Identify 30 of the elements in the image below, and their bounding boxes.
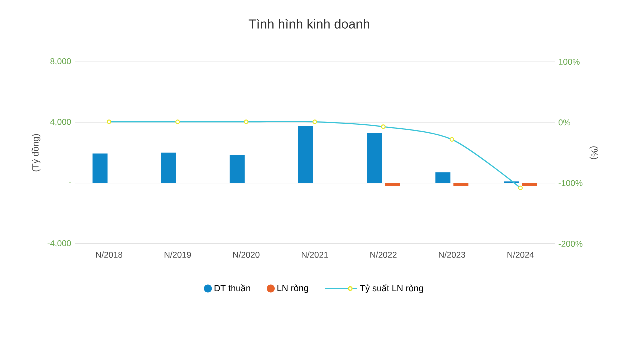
y2-axis-title: (%)	[590, 146, 598, 160]
y-tick-label: 4,000	[50, 119, 72, 126]
y-tick-label: -	[69, 182, 72, 183]
y2-tick-label: 0%	[558, 120, 570, 126]
bar	[385, 183, 400, 186]
bar	[298, 126, 314, 184]
bar	[454, 183, 469, 186]
x-tick-label: N/2022	[370, 252, 397, 258]
bar	[230, 155, 245, 184]
bar	[367, 133, 382, 184]
legend-label: DT thuần	[214, 284, 250, 292]
x-tick-label: N/2020	[233, 252, 260, 258]
x-tick-label: N/2024	[508, 252, 534, 258]
y-axis-title: (Tỷ đồng)	[32, 134, 41, 172]
bar	[522, 183, 538, 186]
bar	[436, 172, 451, 184]
chart-title: Tình hình kinh doanh	[248, 19, 370, 29]
y2-tick-label: 100%	[559, 59, 580, 65]
y-tick-label: -4,000	[48, 240, 72, 248]
y-tick-label: 8,000	[50, 58, 72, 66]
bar	[92, 154, 108, 184]
y2-tick-label: -100%	[558, 180, 583, 186]
x-tick-label: N/2023	[439, 252, 466, 258]
x-tick-label: N/2018	[96, 252, 123, 258]
legend-label: LN ròng	[278, 284, 308, 294]
x-tick-label: N/2019	[164, 252, 192, 258]
bar	[161, 152, 176, 184]
y2-tick-label: -200%	[558, 241, 583, 247]
x-tick-label: N/2021	[302, 252, 328, 258]
legend-label: Tỷ suất LN ròng	[360, 284, 424, 294]
